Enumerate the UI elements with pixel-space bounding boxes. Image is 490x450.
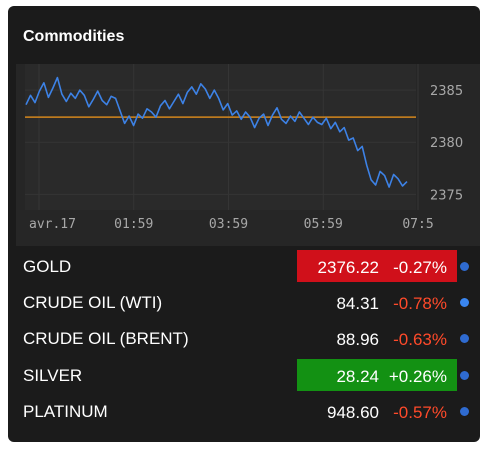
commodity-name: PLATINUM <box>23 402 108 421</box>
commodity-change: -0.63% <box>393 330 447 349</box>
commodity-name: SILVER <box>23 366 83 385</box>
status-dot-icon <box>460 334 469 343</box>
status-dot-icon <box>460 407 469 416</box>
price-highlight: 2376.22 -0.27% <box>297 250 457 282</box>
commodity-row-crude-oil-brent[interactable]: CRUDE OIL (BRENT) 88.96 -0.63% <box>8 321 480 355</box>
status-dot-icon <box>460 298 469 307</box>
commodities-widget: Commodities 2385 2380 2375 avr.17 01:59 03:59… <box>8 6 480 442</box>
commodity-price: 948.60 <box>327 403 379 422</box>
commodity-row-silver[interactable]: SILVER 28.24 +0.26% <box>8 358 480 392</box>
status-dot-icon <box>460 371 469 380</box>
x-tick-label: 07:5 <box>402 217 433 232</box>
y-tick-label: 2380 <box>430 136 463 151</box>
status-dot-icon <box>460 262 469 271</box>
commodity-change: -0.27% <box>393 258 447 277</box>
price-highlight: 28.24 +0.26% <box>297 359 457 391</box>
commodity-price: 2376.22 <box>317 258 379 277</box>
y-tick-label: 2385 <box>430 84 463 99</box>
x-tick-label: avr.17 <box>29 217 76 232</box>
commodity-change: +0.26% <box>388 367 447 386</box>
price-chart[interactable]: 2385 2380 2375 avr.17 01:59 03:59 05:59 07:5 <box>16 64 480 246</box>
commodity-change: -0.57% <box>393 403 447 422</box>
commodity-price: 88.96 <box>336 330 379 349</box>
commodity-name: CRUDE OIL (WTI) <box>23 293 163 312</box>
commodity-change: -0.78% <box>393 294 447 313</box>
commodity-price: 84.31 <box>336 294 379 313</box>
commodity-row-gold[interactable]: GOLD 2376.22 -0.27% <box>8 249 480 283</box>
widget-title: Commodities <box>23 28 125 45</box>
price-highlight: 948.60 -0.57% <box>297 395 457 427</box>
commodity-row-platinum[interactable]: PLATINUM 948.60 -0.57% <box>8 394 480 428</box>
x-tick-label: 03:59 <box>209 217 248 232</box>
x-tick-label: 01:59 <box>114 217 153 232</box>
price-highlight: 88.96 -0.63% <box>297 322 457 354</box>
chart-svg: 2385 2380 2375 avr.17 01:59 03:59 05:59 07:5 <box>25 64 463 232</box>
y-tick-label: 2375 <box>430 188 463 203</box>
commodity-row-crude-oil-wti[interactable]: CRUDE OIL (WTI) 84.31 -0.78% <box>8 285 480 319</box>
price-highlight: 84.31 -0.78% <box>297 286 457 318</box>
commodity-name: CRUDE OIL (BRENT) <box>23 329 189 348</box>
plot-area <box>25 64 416 210</box>
price-series-line <box>25 76 408 188</box>
commodity-name: GOLD <box>23 257 72 276</box>
commodity-price: 28.24 <box>336 367 379 386</box>
x-tick-label: 05:59 <box>304 217 343 232</box>
